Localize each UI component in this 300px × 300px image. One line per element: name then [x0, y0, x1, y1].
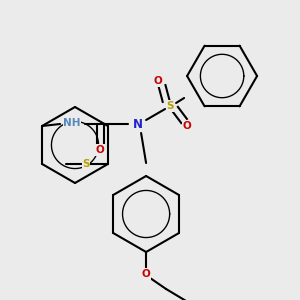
Text: O: O	[142, 269, 151, 279]
Text: O: O	[154, 76, 163, 86]
Text: O: O	[96, 145, 104, 155]
Text: O: O	[183, 121, 191, 131]
Text: N: N	[133, 118, 143, 130]
Text: S: S	[82, 159, 90, 169]
Text: S: S	[166, 101, 174, 111]
Text: NH: NH	[63, 118, 81, 128]
